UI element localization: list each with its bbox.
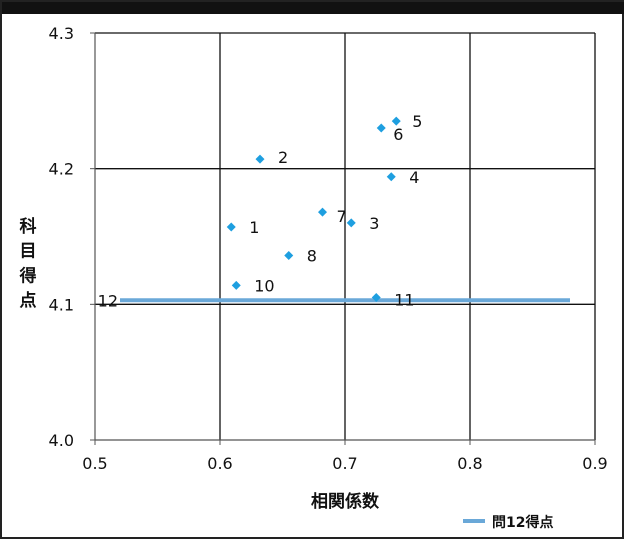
grid-layer: [95, 33, 595, 440]
scatter-point: [232, 281, 241, 290]
x-tick-label: 0.5: [82, 454, 107, 473]
point-label: 11: [394, 291, 414, 310]
y-tick-label: 4.1: [49, 295, 74, 314]
point-label: 10: [254, 276, 274, 295]
axis-layer: 0.5 0.6 0.7 0.8 0.9 4.0 4.1 4.2 4.3: [49, 24, 608, 473]
x-tick-label: 0.7: [332, 454, 357, 473]
y-tick-label: 4.3: [49, 24, 74, 43]
legend: 問12得点: [463, 514, 553, 531]
scatter-point: [377, 123, 386, 132]
scatter-point: [227, 223, 236, 232]
y-axis-label: 科目得点: [19, 216, 37, 311]
point-label: 8: [307, 246, 317, 265]
scatter-point: [256, 155, 265, 164]
point-label: 3: [369, 214, 379, 233]
reference-line-label: 12: [98, 291, 118, 310]
y-tick-label: 4.2: [49, 160, 74, 179]
scatter-point: [318, 208, 327, 217]
point-label: 7: [337, 207, 347, 226]
point-label: 6: [393, 125, 403, 144]
x-tick-label: 0.8: [457, 454, 482, 473]
scatter-point: [387, 172, 396, 181]
x-tick-label: 0.6: [207, 454, 232, 473]
legend-line-swatch: [463, 519, 485, 523]
point-label: 4: [409, 168, 419, 187]
point-label: 5: [412, 112, 422, 131]
scatter-point: [284, 251, 293, 260]
x-axis-label: 相関係数: [311, 491, 380, 512]
point-label: 2: [278, 148, 288, 167]
scatter-point: [347, 218, 356, 227]
legend-entry-label: 問12得点: [492, 514, 553, 531]
x-tick-label: 0.9: [582, 454, 607, 473]
point-layer: [227, 117, 401, 302]
point-label: 1: [249, 218, 259, 237]
y-tick-label: 4.0: [49, 431, 74, 450]
